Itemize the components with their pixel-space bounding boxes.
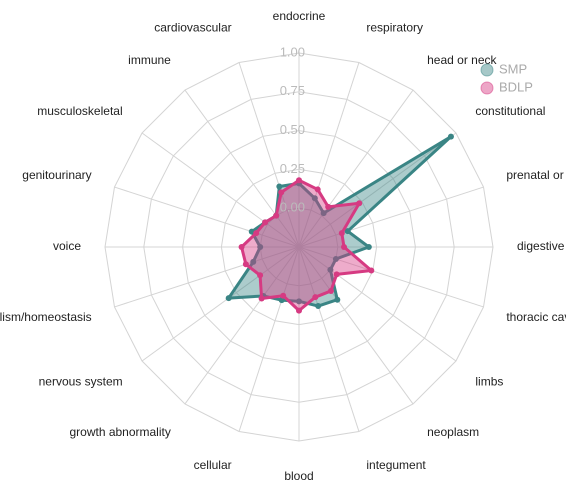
- grid-spoke: [298, 246, 360, 432]
- legend-label: BDLP: [499, 79, 533, 94]
- data-point: [333, 271, 340, 278]
- legend-label: SMP: [499, 61, 527, 76]
- data-point: [447, 133, 454, 140]
- data-point: [280, 292, 287, 299]
- grid-spoke: [184, 89, 300, 248]
- data-point: [276, 183, 283, 190]
- category-label: thoracic cavity: [506, 310, 566, 324]
- data-point: [253, 230, 260, 237]
- grid-spoke: [298, 89, 414, 248]
- category-label: voice: [53, 239, 81, 253]
- data-point: [278, 189, 285, 196]
- category-label: immune: [128, 53, 171, 67]
- grid-spoke: [238, 246, 300, 432]
- data-point: [296, 177, 302, 184]
- data-point: [314, 186, 321, 193]
- data-point: [327, 287, 334, 294]
- data-point: [315, 303, 322, 310]
- data-point: [225, 295, 232, 302]
- data-point: [257, 244, 264, 250]
- data-point: [327, 266, 334, 273]
- legend-swatch: [480, 81, 494, 95]
- legend-swatch: [480, 63, 494, 77]
- data-point: [312, 294, 319, 301]
- data-point: [368, 267, 375, 274]
- grid-spoke: [298, 246, 457, 362]
- data-point: [296, 298, 302, 305]
- data-point: [238, 244, 245, 250]
- data-point: [257, 272, 264, 279]
- grid-spoke: [141, 132, 300, 248]
- category-label: cardiovascular: [154, 20, 231, 34]
- data-point: [242, 261, 249, 268]
- category-label: endocrine: [273, 9, 326, 23]
- category-label: genitourinary: [22, 168, 91, 182]
- data-point: [332, 255, 339, 262]
- category-label: blood: [284, 469, 313, 483]
- data-point: [338, 230, 345, 237]
- data-point: [341, 244, 348, 250]
- grid-spoke: [298, 246, 484, 308]
- category-label: nervous system: [39, 374, 123, 388]
- data-point: [273, 212, 280, 219]
- data-point: [356, 200, 363, 207]
- data-point: [365, 244, 372, 250]
- data-point: [250, 258, 257, 265]
- category-label: prenatal or birth: [506, 168, 566, 182]
- grid-spoke: [238, 62, 300, 248]
- category-label: head or neck: [427, 53, 497, 67]
- grid-spoke: [184, 246, 300, 405]
- radial-tick-label: 0.75: [280, 83, 305, 98]
- category-label: integument: [366, 458, 426, 472]
- radial-tick-label: 0.25: [280, 161, 305, 176]
- radial-tick-label: 0.50: [280, 122, 305, 137]
- grid-spoke: [298, 132, 457, 248]
- category-label: musculoskeletal: [37, 104, 122, 118]
- data-point: [311, 195, 318, 202]
- data-point: [296, 307, 302, 314]
- grid-spoke: [298, 246, 414, 405]
- category-label: growth abnormality: [69, 425, 170, 439]
- category-label: neoplasm: [427, 425, 479, 439]
- grid-spoke: [298, 186, 484, 248]
- grid-spoke: [298, 62, 360, 248]
- category-label: cellular: [194, 458, 232, 472]
- data-point: [262, 219, 269, 226]
- category-label: metabolism/homeostasis: [0, 310, 92, 324]
- data-point: [325, 203, 332, 210]
- data-point: [334, 296, 341, 303]
- category-label: limbs: [475, 374, 503, 388]
- category-label: digestive: [517, 239, 565, 253]
- radial-tick-label: 0.00: [280, 200, 305, 215]
- grid-spoke: [141, 246, 300, 362]
- grid-spoke: [114, 186, 300, 248]
- data-point: [258, 295, 265, 302]
- data-point: [320, 210, 327, 217]
- grid-spoke: [114, 246, 300, 308]
- data-point: [344, 228, 351, 235]
- radial-tick-label: 1.00: [280, 44, 305, 59]
- category-label: respiratory: [366, 20, 423, 34]
- category-label: constitutional: [475, 104, 545, 118]
